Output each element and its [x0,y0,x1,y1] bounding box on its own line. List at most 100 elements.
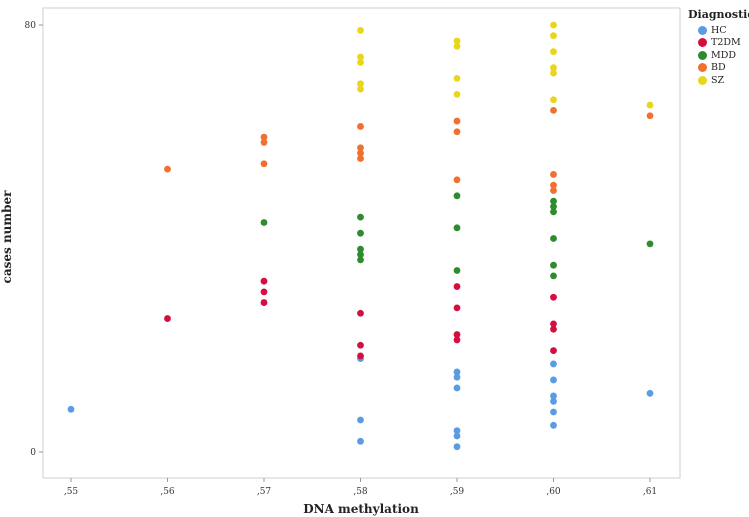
y-axis-label: cases number [0,190,14,284]
data-point [453,384,461,392]
data-point [550,320,557,328]
data-point [550,107,557,114]
x-tick-label: ,57 [257,487,272,497]
data-point [453,224,461,232]
data-point [550,261,557,269]
data-point [646,112,654,120]
data-point [453,117,461,125]
legend-item-sz: SZ [698,74,748,87]
data-point [453,128,461,136]
data-point [260,139,268,146]
data-point [164,315,171,322]
data-point [453,331,461,338]
x-tick-label: ,59 [450,487,465,497]
data-point [453,37,461,45]
data-point [260,299,268,306]
data-point [550,181,557,189]
series-hc [67,355,654,451]
series-sz [357,21,654,109]
data-point [550,96,557,104]
data-point [357,437,364,445]
legend-item-bd: BD [698,62,748,75]
legend: Diagnostic HC T2DM MDD BD SZ [688,8,749,87]
ticks: ,55 ,56 ,57 ,58 ,59 ,60 ,61 0 80 [25,21,658,497]
legend-item-t2dm: T2DM [698,37,748,50]
data-point [550,197,557,205]
data-point [646,389,654,397]
data-point [357,155,364,162]
data-point [453,368,461,376]
data-point [357,80,364,88]
data-point [164,165,171,173]
data-point [550,171,557,178]
data-point [550,64,557,72]
data-point [67,405,75,413]
legend-swatch [698,25,707,35]
data-point [550,208,557,216]
series-bd [164,107,654,194]
data-point [357,85,364,93]
data-point [550,397,557,405]
data-point [357,309,364,317]
data-point [550,272,557,280]
y-tick-label: 0 [30,448,36,458]
x-axis-label: DNA methylation [303,502,419,516]
data-point [260,160,268,168]
legend-item-mdd: MDD [698,49,748,62]
data-point [357,256,364,264]
data-point [260,277,268,285]
data-point [550,187,557,194]
data-point [453,267,461,274]
data-point [357,416,364,424]
data-point [357,149,364,157]
data-point [357,341,364,349]
legend-label: T2DM [711,37,741,49]
data-point [260,219,268,226]
legend-title: Diagnostic [688,8,749,21]
data-point [453,432,461,440]
x-tick-label: ,61 [643,487,657,497]
data-point [453,90,461,98]
data-point [357,144,364,152]
legend-label: BD [711,62,726,74]
axes [42,7,681,479]
data-point [357,229,364,237]
x-tick-label: ,55 [64,487,79,497]
data-point [453,176,461,184]
x-tick-label: ,60 [546,487,561,497]
data-point [550,69,557,77]
data-point [550,325,557,333]
data-point [550,392,557,400]
series-mdd [260,192,654,280]
data-point [357,26,364,34]
legend-label: HC [711,24,727,36]
data-point [550,347,557,354]
series-t2dm [164,277,557,360]
data-point [550,408,557,416]
data-point [260,288,268,296]
data-point [453,373,461,381]
x-tick-label: ,58 [353,487,368,497]
legend-label: SZ [711,74,725,86]
legend-label: MDD [711,49,736,61]
data-point [453,336,461,344]
legend-swatch [698,75,707,85]
data-points [67,21,654,451]
data-point [550,360,557,368]
legend-item-hc: HC [698,24,748,37]
data-point [453,192,461,200]
data-point [550,32,557,40]
data-point [357,245,364,253]
data-point [550,48,557,56]
x-tick-label: ,56 [160,487,175,497]
plot-frame [42,7,681,479]
data-point [453,304,461,312]
data-point [357,352,364,360]
data-point [453,283,461,290]
data-point [646,240,654,248]
legend-swatch [698,50,707,60]
legend-swatch [698,38,707,48]
data-point [357,213,364,221]
data-point [550,235,557,242]
